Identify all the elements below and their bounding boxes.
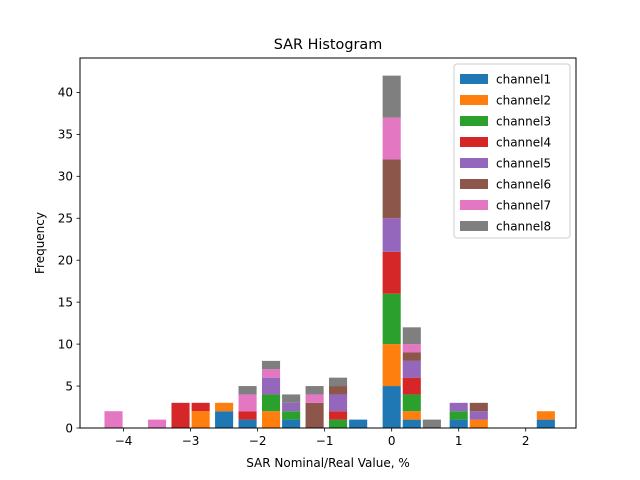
x-axis-label: SAR Nominal/Real Value, % (246, 456, 410, 470)
legend-frame (453, 63, 571, 239)
legend-label-channel7: channel7 (496, 199, 551, 213)
bar-channel5-6 (261, 377, 281, 395)
x-tick-label: 2 (522, 434, 530, 448)
bar-channel8-5 (238, 386, 257, 395)
bar-channel1-12 (402, 419, 421, 428)
bar-channel3-14 (449, 411, 468, 420)
bar-channel5-11 (382, 218, 401, 252)
y-tick-label: 0 (65, 421, 73, 435)
y-tick-label: 40 (58, 86, 73, 100)
x-tick-label: 1 (455, 434, 463, 448)
legend-label-channel2: channel2 (496, 94, 551, 108)
x-tick-label: 0 (388, 434, 396, 448)
chart-title: SAR Histogram (274, 37, 382, 53)
bar-channel1-10 (349, 419, 368, 428)
bar-channel8-13 (422, 419, 441, 428)
axes-frame (79, 57, 577, 429)
y-tick-label: 15 (58, 295, 73, 309)
x-tick-label: −2 (249, 434, 267, 448)
legend-label-channel1: channel1 (496, 73, 551, 87)
bar-channel1-7 (282, 419, 301, 428)
y-tick-label: 30 (58, 170, 73, 184)
bar-channel6-9 (329, 386, 348, 395)
x-axis-ticks: −4 −3 −2 −1 0 1 2 (115, 428, 530, 448)
bar-channel6-12 (402, 352, 421, 361)
bar-channel6-11 (382, 159, 401, 219)
bar-channel5-15 (469, 411, 488, 420)
bar-channel1-16 (536, 419, 555, 428)
bar-channel4-12 (402, 377, 421, 395)
bar-channel3-7 (282, 411, 301, 420)
legend-swatch-channel1 (460, 74, 488, 84)
y-tick-label: 20 (58, 253, 73, 267)
bar-channel7-0 (104, 411, 123, 428)
bar-channel8-8 (305, 386, 324, 395)
y-tick-label: 5 (65, 379, 73, 393)
legend-label-channel6: channel6 (496, 178, 551, 192)
bar-channel7-1 (148, 419, 167, 428)
bar-channel2-6 (261, 411, 281, 428)
bar-channel2-4 (215, 402, 234, 412)
legend-swatch-channel2 (460, 95, 488, 105)
x-tick-label: −1 (316, 434, 334, 448)
legend-swatch-channel6 (460, 179, 488, 189)
bar-channel8-7 (282, 394, 301, 403)
legend-swatch-channel5 (460, 158, 488, 168)
legend-swatch-channel3 (460, 116, 488, 126)
legend-swatch-channel7 (460, 200, 488, 210)
legend-label-channel3: channel3 (496, 115, 551, 129)
bar-channel7-12 (402, 344, 421, 353)
y-tick-label: 35 (58, 128, 73, 142)
bar-channel5-9 (329, 394, 348, 412)
bar-channel6-8 (305, 402, 324, 428)
bar-channel2-11 (382, 344, 401, 387)
legend-swatch-channel4 (460, 137, 488, 147)
bar-channel7-6 (261, 369, 281, 378)
bar-channel8-6 (261, 360, 281, 370)
bar-channel2-15 (469, 419, 488, 428)
bar-channel1-4 (215, 411, 234, 428)
y-axis-ticks: 0 5 10 15 20 25 30 35 40 (58, 86, 80, 435)
bar-channel6-15 (469, 402, 488, 412)
bar-channel8-11 (382, 75, 401, 118)
bar-channel4-9 (329, 411, 348, 420)
bar-channel8-12 (402, 327, 421, 345)
bar-channel3-11 (382, 293, 401, 345)
y-tick-label: 25 (58, 212, 73, 226)
bar-channel3-12 (402, 394, 421, 412)
bar-channel7-5 (238, 394, 257, 412)
x-tick-label: −4 (115, 434, 133, 448)
bar-channel5-12 (402, 360, 421, 378)
bar-channel3-6 (261, 394, 281, 412)
bar-channel8-9 (329, 377, 348, 387)
bar-channel4-2 (171, 402, 190, 428)
legend-label-channel5: channel5 (496, 157, 551, 171)
bar-channel4-3 (191, 402, 210, 412)
bars-layer (104, 75, 555, 428)
bar-channel4-11 (382, 251, 401, 294)
bar-channel2-16 (536, 411, 555, 420)
bar-channel2-3 (191, 411, 210, 428)
bar-channel5-7 (282, 402, 301, 412)
legend-label-channel4: channel4 (496, 136, 551, 150)
bar-channel4-5 (238, 411, 257, 420)
bar-channel2-12 (402, 411, 421, 420)
legend-label-channel8: channel8 (496, 220, 551, 234)
x-tick-label: −3 (182, 434, 200, 448)
bar-channel1-11 (382, 386, 401, 428)
bar-channel1-14 (449, 419, 468, 428)
bar-channel5-14 (449, 402, 468, 412)
legend: channel1 channel2 channel3 channel4 channel5… (453, 63, 571, 239)
legend-swatch-channel8 (460, 221, 488, 231)
y-axis-label: Frequency (33, 212, 47, 274)
y-tick-label: 10 (58, 337, 73, 351)
bar-channel7-8 (305, 394, 324, 403)
bar-channel7-11 (382, 117, 401, 160)
bar-channel1-5 (238, 419, 257, 428)
bar-channel3-9 (329, 419, 348, 428)
